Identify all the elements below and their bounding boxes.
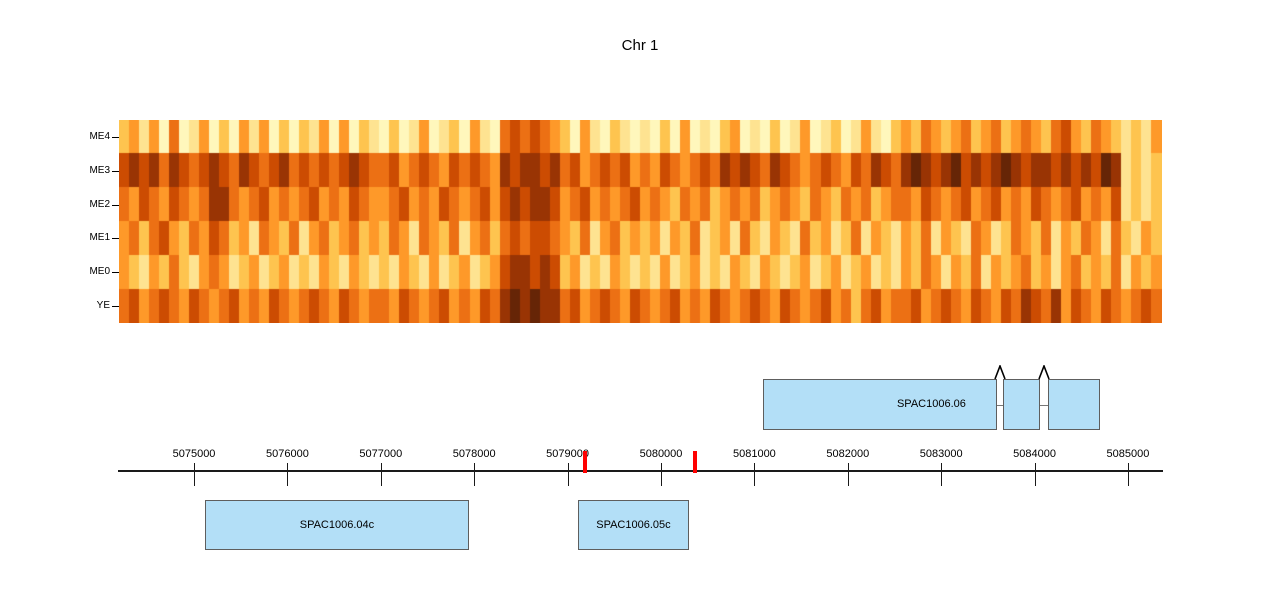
heatmap-row-label: ME1 (89, 232, 110, 244)
row-tick-dash (112, 136, 119, 138)
axis-tick (287, 463, 289, 486)
intron-chevron-icon (994, 363, 1006, 385)
gene-exon-box (577, 500, 689, 550)
gene-exon-box (1002, 379, 1040, 430)
highlight-marker (583, 451, 588, 473)
axis-tick-label: 5083000 (919, 448, 963, 460)
heatmap-row-label: ME3 (89, 164, 110, 176)
axis-tick-label: 5081000 (732, 448, 776, 460)
row-tick-dash (112, 272, 119, 274)
axis-tick-label: 5076000 (265, 448, 309, 460)
axis-tick-label: 5085000 (1106, 448, 1150, 460)
intron-connector-line (996, 404, 1003, 406)
axis-tick (1127, 463, 1129, 486)
heatmap-row-label: ME4 (89, 130, 110, 142)
axis-tick (754, 463, 756, 486)
row-tick-dash (112, 238, 119, 240)
intron-chevron-icon (1038, 363, 1050, 385)
axis-tick (567, 463, 569, 486)
axis-tick-label: 5079000 (546, 448, 590, 460)
axis-tick-label: 5077000 (359, 448, 403, 460)
chart-title: Chr 1 (621, 37, 659, 54)
intron-connector-line (1039, 404, 1048, 406)
heatmap-canvas (119, 120, 1162, 323)
axis-tick (380, 463, 382, 486)
axis-tick-label: 5080000 (639, 448, 683, 460)
axis-tick (1034, 463, 1036, 486)
axis-tick (847, 463, 849, 486)
axis-tick (661, 463, 662, 486)
axis-tick-label: 5075000 (172, 448, 216, 460)
axis-tick (194, 463, 196, 486)
axis-tick (941, 463, 943, 486)
heatmap-row-label: ME2 (89, 198, 110, 210)
gene-exon-box (204, 500, 469, 550)
axis-tick-label: 5082000 (826, 448, 870, 460)
highlight-marker (693, 451, 698, 473)
heatmap-row-label: YE (96, 300, 110, 312)
axis-tick-label: 5084000 (1013, 448, 1056, 460)
row-tick-dash (112, 204, 119, 206)
heatmap-row-label: ME0 (89, 266, 110, 278)
row-tick-dash (112, 306, 119, 308)
row-tick-dash (112, 170, 119, 172)
genome-axis-line (118, 470, 1163, 472)
gene-exon-box (762, 379, 997, 430)
axis-tick-label: 5078000 (452, 448, 496, 460)
axis-tick (474, 463, 476, 486)
gene-exon-box (1047, 379, 1100, 430)
